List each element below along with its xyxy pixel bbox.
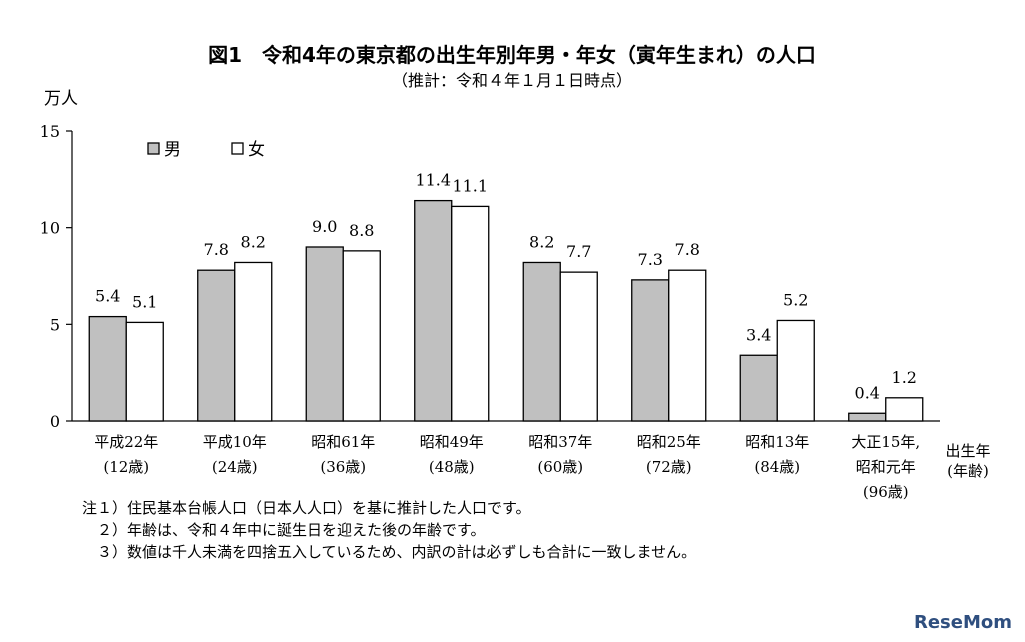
y-tick-label: 0 — [50, 412, 60, 431]
footnote: ３）数値は千人未満を四捨五入しているため、内訳の計は必ずしも合計に一致しません。 — [82, 543, 696, 561]
legend-label: 男 — [164, 140, 181, 160]
data-label: 1.2 — [892, 368, 917, 387]
x-tick-label: 昭和元年 — [856, 458, 916, 476]
bar-female — [234, 261, 273, 422]
footnote: ２）年齢は、令和４年中に誕生日を迎えた後の年齢です。 — [82, 521, 486, 539]
data-label: 8.2 — [241, 232, 266, 251]
data-label: 11.1 — [452, 176, 488, 195]
x-tick-label: 昭和25年 — [637, 433, 701, 451]
x-tick-label: 昭和37年 — [528, 433, 592, 451]
y-tick-label: 15 — [40, 122, 60, 141]
bar-male — [522, 261, 561, 422]
data-label: 3.4 — [746, 325, 771, 344]
chart-subtitle: （推計：令和４年１月１日時点） — [392, 71, 632, 90]
x-tick-label: (84歳) — [754, 458, 800, 476]
x-tick-label: 昭和13年 — [745, 433, 809, 451]
notes: 注１）住民基本台帳人口（日本人人口）を基に推計した人口です。 ２）年齢は、令和４… — [82, 499, 696, 561]
data-label: 5.1 — [132, 292, 157, 311]
x-tick-label: 昭和61年 — [311, 433, 375, 451]
axes: 0 5 10 15 平成22年 (12歳) 平成10年 (24歳) 昭和61年 (36歳) 昭和49… — [40, 122, 991, 501]
data-label: 8.8 — [349, 221, 374, 240]
x-tick-label: (72歳) — [646, 458, 692, 476]
chart-title: 図1 令和4年の東京都の出生年別年男・年女（寅年生まれ）の人口 — [208, 43, 816, 67]
x-tick-label: 昭和49年 — [420, 433, 484, 451]
bar-female — [559, 271, 598, 422]
legend-swatch — [147, 142, 160, 155]
data-label: 7.8 — [675, 240, 700, 259]
data-label: 5.4 — [95, 287, 120, 306]
y-tick-label: 10 — [40, 219, 60, 238]
bar-female — [885, 397, 924, 422]
bar-female — [125, 321, 164, 422]
data-label: 8.2 — [529, 232, 554, 251]
x-tick-label: 大正15年, — [851, 433, 920, 451]
bar-male — [631, 279, 670, 422]
bars: 5.4 5.1 7.8 8.2 9.0 8.8 11.4 11.1 8.2 7.7 7.3 7.8 3.… — [88, 171, 924, 422]
bar-male — [305, 246, 344, 422]
bar-female — [451, 205, 490, 422]
x-tick-label: (24歳) — [212, 458, 258, 476]
data-label: 7.3 — [638, 250, 663, 269]
bar-male — [414, 199, 453, 422]
bar-male — [88, 315, 127, 422]
bar-male — [848, 412, 887, 422]
bar-female — [342, 250, 381, 422]
x-axis-label: (年齢) — [947, 462, 989, 480]
bar-male — [197, 269, 236, 422]
x-tick-label: (48歳) — [429, 458, 475, 476]
data-label: 0.4 — [855, 383, 880, 402]
x-tick-label: 平成10年 — [203, 433, 267, 451]
x-tick-label: (12歳) — [103, 458, 149, 476]
x-tick-label: (60歳) — [537, 458, 583, 476]
bar-male — [739, 354, 778, 422]
data-label: 5.2 — [783, 290, 808, 309]
y-axis-label: 万人 — [44, 89, 78, 109]
data-label: 7.7 — [566, 242, 591, 261]
legend-swatch — [231, 142, 244, 155]
x-tick-label: (96歳) — [863, 483, 909, 501]
brand-watermark: ReseMom — [914, 612, 1012, 633]
legend: 男女 — [147, 140, 265, 160]
legend-label: 女 — [248, 140, 265, 160]
bar-female — [776, 319, 815, 422]
x-axis-label: 出生年 — [945, 442, 990, 460]
x-tick-label: (36歳) — [320, 458, 366, 476]
data-label: 11.4 — [415, 171, 451, 190]
data-label: 9.0 — [312, 217, 337, 236]
data-label: 7.8 — [204, 240, 229, 259]
y-tick-label: 5 — [50, 315, 60, 334]
footnote: 注１）住民基本台帳人口（日本人人口）を基に推計した人口です。 — [82, 499, 531, 517]
bar-female — [668, 269, 707, 422]
x-tick-label: 平成22年 — [94, 433, 158, 451]
